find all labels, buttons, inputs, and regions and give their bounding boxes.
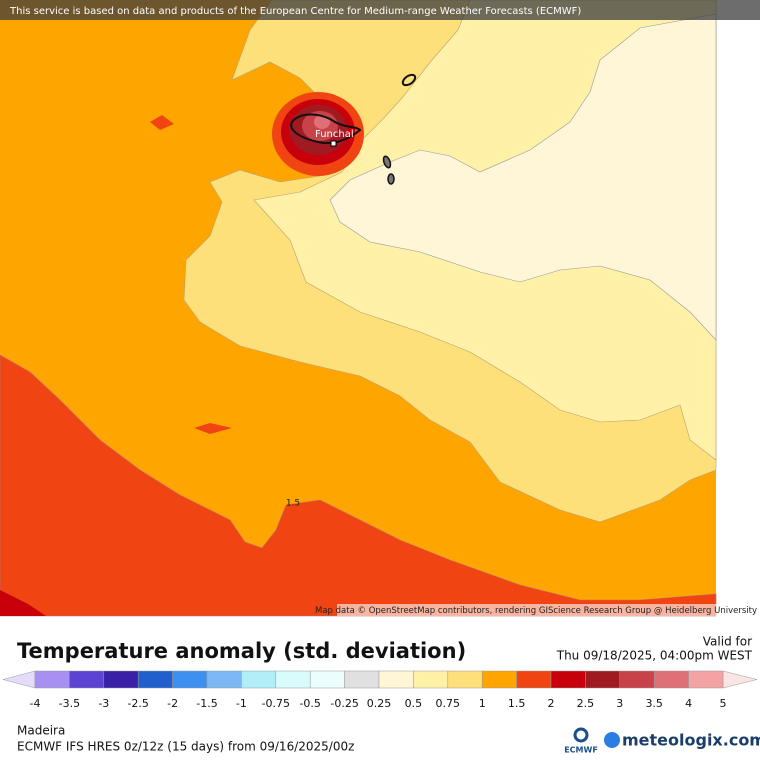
colorbar-box — [344, 670, 380, 689]
place-label: Funchal — [315, 129, 354, 140]
attribution-bg — [337, 604, 760, 616]
colorbar-tick-label: -0.25 — [330, 697, 358, 710]
colorbar-tick-label: 2 — [548, 697, 555, 710]
disclaimer: This service is based on data and produc… — [9, 6, 581, 17]
colorbar-tick-label: -2.5 — [127, 697, 148, 710]
colorbar-under — [2, 670, 36, 689]
valid-time: Thu 09/18/2025, 04:00pm WEST — [556, 649, 753, 663]
colorbar-tick-label: -1.5 — [196, 697, 217, 710]
valid-for: Valid for — [703, 635, 752, 649]
colorbar-box — [241, 670, 277, 689]
legend-title: Temperature anomaly (std. deviation) — [17, 639, 466, 663]
colorbar-box — [585, 670, 621, 689]
anomaly-area — [329, 13, 717, 341]
ecmwf-logo: ECMWF — [564, 746, 598, 755]
colorbar-box — [34, 670, 70, 689]
colorbar-box — [481, 670, 517, 689]
colorbar-box — [309, 670, 345, 689]
colorbar-tick-label: 3 — [616, 697, 623, 710]
colorbar-box — [172, 670, 208, 689]
colorbar-tick-label: -0.5 — [299, 697, 320, 710]
colorbar-tick-label: 5 — [720, 697, 727, 710]
island-outline — [290, 113, 362, 144]
colorbar-tick-label: 1 — [479, 697, 486, 710]
colorbar-tick-label: -2 — [167, 697, 178, 710]
island-outline — [387, 173, 395, 185]
colorbar-box — [653, 670, 689, 689]
colorbar-tick-label: -0.75 — [262, 697, 290, 710]
anomaly-area — [0, 354, 717, 617]
colorbar-box — [516, 670, 552, 689]
colorbar-box — [206, 670, 242, 689]
colorbar-box — [413, 670, 449, 689]
site-logo-icon — [604, 732, 620, 748]
colorbar-tick-label: 1.5 — [508, 697, 526, 710]
contour-label: 1.5 — [286, 499, 300, 509]
colorbar-tick-label: 0.5 — [405, 697, 423, 710]
place-marker — [330, 140, 337, 147]
colorbar-box — [447, 670, 483, 689]
colorbar-box — [688, 670, 724, 689]
anomaly-area — [194, 423, 232, 434]
colorbar-tick-label: -3.5 — [59, 697, 80, 710]
colorbar-tick-label: -4 — [30, 697, 41, 710]
attribution: Map data © OpenStreetMap contributors, r… — [315, 606, 757, 616]
model-info: ECMWF IFS HRES 0z/12z (15 days) from 09/… — [17, 740, 354, 754]
colorbar-box — [275, 670, 311, 689]
disclaimer-bar — [0, 0, 760, 20]
site-logo: meteologix.com — [622, 731, 760, 750]
island-outline — [401, 73, 417, 87]
colorbar-tick-label: 4 — [685, 697, 692, 710]
colorbar-tick-label: -1 — [236, 697, 247, 710]
anomaly-area — [314, 115, 330, 129]
anomaly-area — [150, 115, 174, 130]
colorbar-tick-label: 3.5 — [645, 697, 663, 710]
colorbar-box — [619, 670, 655, 689]
colorbar-over — [722, 670, 758, 689]
colorbar-tick-label: 0.75 — [436, 697, 461, 710]
colorbar-tick-label: -3 — [98, 697, 109, 710]
island-outline — [382, 155, 392, 169]
colorbar-box — [378, 670, 414, 689]
colorbar-tick-label: 0.25 — [367, 697, 392, 710]
anomaly-area — [0, 590, 46, 616]
colorbar-box — [103, 670, 139, 689]
colorbar-box — [69, 670, 105, 689]
ecmwf-logo-icon — [573, 727, 589, 743]
region: Madeira — [17, 724, 65, 738]
colorbar-tick-label: 2.5 — [577, 697, 595, 710]
colorbar-box — [550, 670, 586, 689]
colorbar-box — [137, 670, 173, 689]
